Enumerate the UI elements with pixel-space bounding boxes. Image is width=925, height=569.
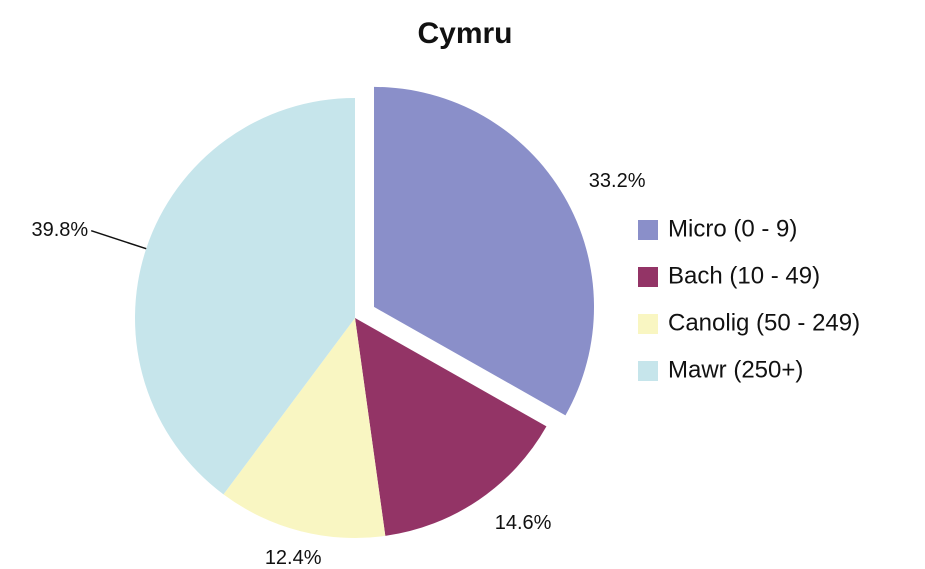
data-label: 12.4% [265, 547, 322, 569]
legend-label: Micro (0 - 9) [668, 215, 797, 242]
legend-label: Mawr (250+) [668, 356, 803, 383]
pie-slice [355, 318, 547, 536]
data-label: 39.8% [31, 219, 88, 241]
legend-label: Canolig (50 - 249) [668, 309, 860, 336]
legend-swatch [638, 361, 658, 381]
pie-slice [223, 318, 386, 538]
pie-slice [135, 98, 355, 495]
pie-slice [374, 86, 595, 416]
chart-title: Cymru [417, 17, 512, 50]
data-label: 33.2% [589, 170, 646, 192]
legend-swatch [638, 220, 658, 240]
data-label: 14.6% [495, 512, 552, 534]
legend-swatch [638, 314, 658, 334]
leader-line [90, 229, 147, 250]
legend-swatch [638, 267, 658, 287]
legend-label: Bach (10 - 49) [668, 262, 820, 289]
